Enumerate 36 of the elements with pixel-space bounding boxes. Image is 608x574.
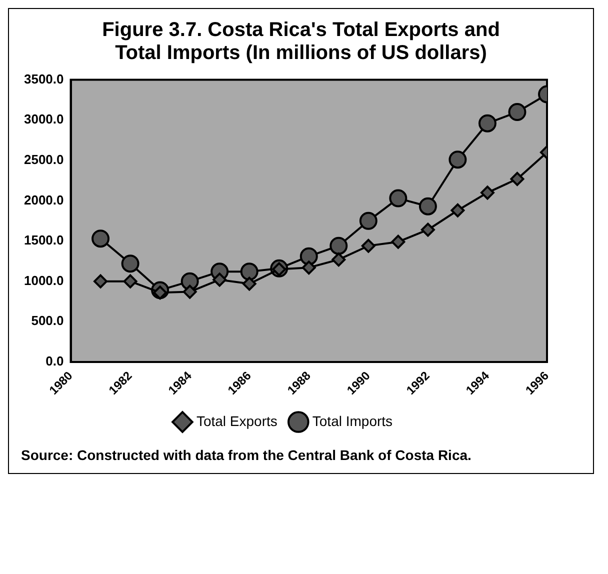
point [450, 203, 465, 218]
y-tick-label: 0.0 [46, 354, 64, 369]
point [508, 103, 526, 122]
chart-title: Figure 3.7. Costa Rica's Total Exports and Total Imports (In millions of US dollars) [101, 19, 501, 65]
y-tick-label: 3000.0 [24, 112, 64, 127]
point [92, 230, 110, 248]
point [478, 114, 496, 132]
point [94, 274, 108, 288]
point [510, 172, 524, 186]
point [242, 276, 256, 291]
point [182, 284, 197, 299]
point [361, 238, 376, 253]
point [330, 236, 348, 255]
point [300, 247, 318, 266]
y-tick-label: 1500.0 [24, 232, 64, 248]
source-note: Source: Constructed with data from the Central Bank of Costa Rica. [21, 447, 472, 463]
y-tick-label: 500.0 [31, 313, 64, 328]
point [302, 260, 316, 275]
point [121, 254, 140, 273]
point [389, 189, 408, 208]
point [123, 274, 138, 288]
point [359, 212, 378, 230]
point [332, 252, 346, 267]
point [420, 222, 435, 237]
legend-label: Total Imports [312, 412, 393, 429]
point [448, 150, 467, 169]
y-tick-label: 3500.0 [24, 71, 64, 86]
point [418, 197, 437, 216]
point [391, 234, 406, 249]
y-tick-label: 2500.0 [24, 152, 64, 167]
y-tick-label: 1000.0 [24, 272, 64, 288]
point [480, 186, 494, 200]
legend-label: Total Exports [196, 412, 278, 429]
y-tick-label: 2000.0 [24, 192, 64, 208]
point [240, 262, 258, 281]
point [212, 272, 227, 287]
